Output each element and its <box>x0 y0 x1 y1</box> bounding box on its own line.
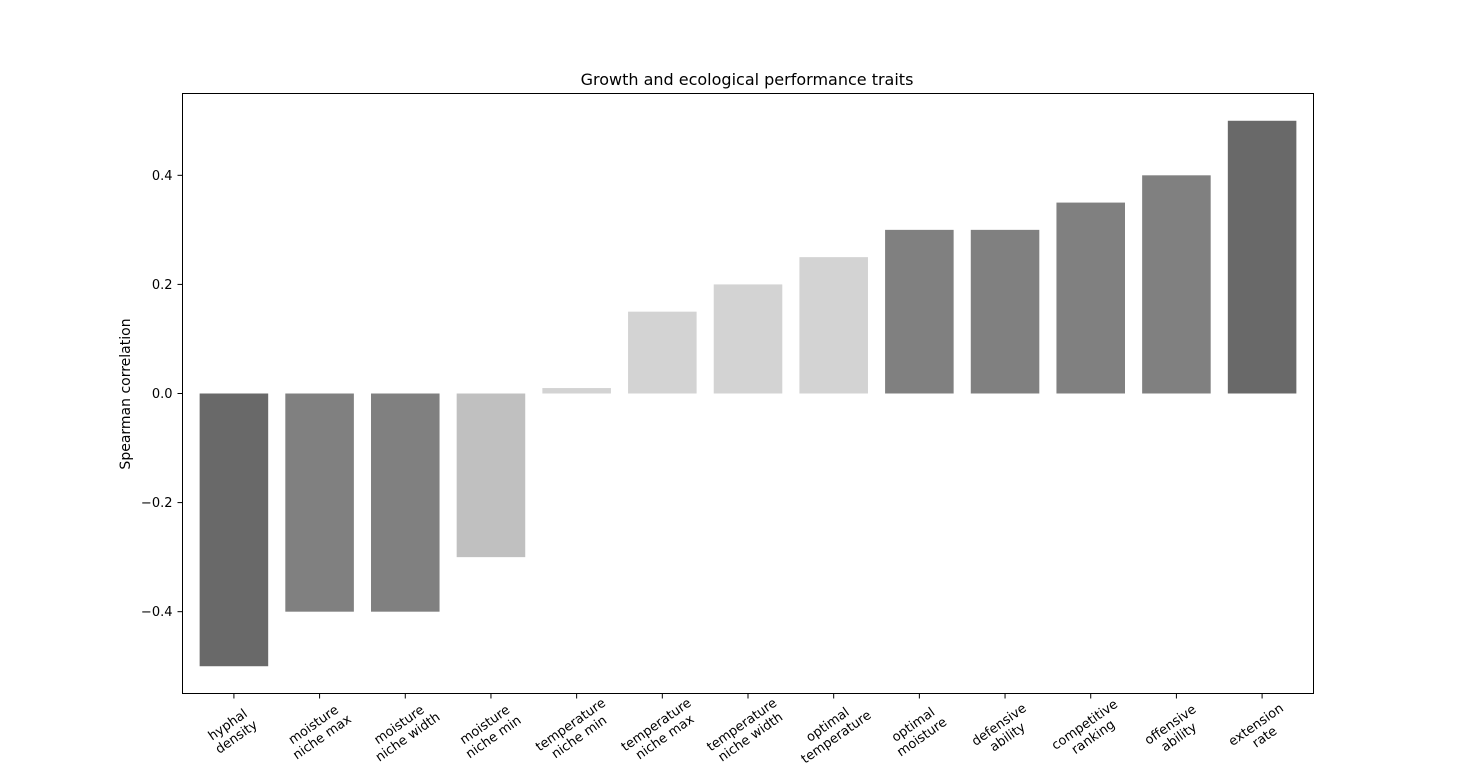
y-axis-ticks: −0.4 −0.2 0.0 0.2 0.4 <box>141 169 183 620</box>
bar-offensive-ability <box>1142 175 1211 394</box>
bar-hyphal-density <box>199 393 269 667</box>
y-tick-label: −0.4 <box>141 605 173 620</box>
x-tick-label: moistureniche width <box>364 698 443 766</box>
x-tick-label: optimalmoisture <box>886 703 950 760</box>
y-axis-label: Spearman correlation <box>118 318 134 469</box>
plot-frame <box>182 93 1314 694</box>
bar-moisture-niche-width <box>371 393 440 612</box>
x-tick-label: temperatureniche max <box>619 696 703 767</box>
bar-defensive-ability <box>970 229 1040 394</box>
x-tick-label: competitiveranking <box>1049 697 1129 766</box>
x-tick-label: offensiveability <box>1142 702 1208 761</box>
x-tick-label: moistureniche max <box>282 700 355 764</box>
x-tick-label: moistureniche min <box>455 701 525 762</box>
y-tick-label: 0.2 <box>152 278 173 293</box>
x-tick-label: extensionrate <box>1226 701 1295 762</box>
x-tick-label: optimaltemperature <box>790 696 874 767</box>
bars-group <box>199 120 1297 667</box>
x-tick-label: temperatureniche min <box>533 696 617 767</box>
x-tick-label: hyphaldensity <box>204 705 260 757</box>
bar-temperature-niche-max <box>628 311 697 394</box>
x-tick-label: defensiveability <box>969 701 1038 762</box>
y-tick-label: 0.4 <box>152 169 173 184</box>
y-tick-label: −0.2 <box>141 496 173 511</box>
bar-optimal-moisture <box>885 229 954 394</box>
bar-temperature-niche-min <box>542 388 611 394</box>
bar-extension-rate <box>1227 120 1297 394</box>
bar-competitive-ranking <box>1056 202 1125 394</box>
bar-moisture-niche-max <box>285 393 354 612</box>
chart-title: Growth and ecological performance traits <box>581 70 914 89</box>
bar-optimal-temperature <box>799 257 868 394</box>
y-tick-label: 0.0 <box>152 387 173 402</box>
x-axis-ticks: hyphaldensity moistureniche max moistureni… <box>204 693 1295 767</box>
bar-moisture-niche-min <box>456 393 526 558</box>
x-tick-label: temperatureniche width <box>704 696 788 767</box>
bar-temperature-niche-width <box>713 284 783 394</box>
